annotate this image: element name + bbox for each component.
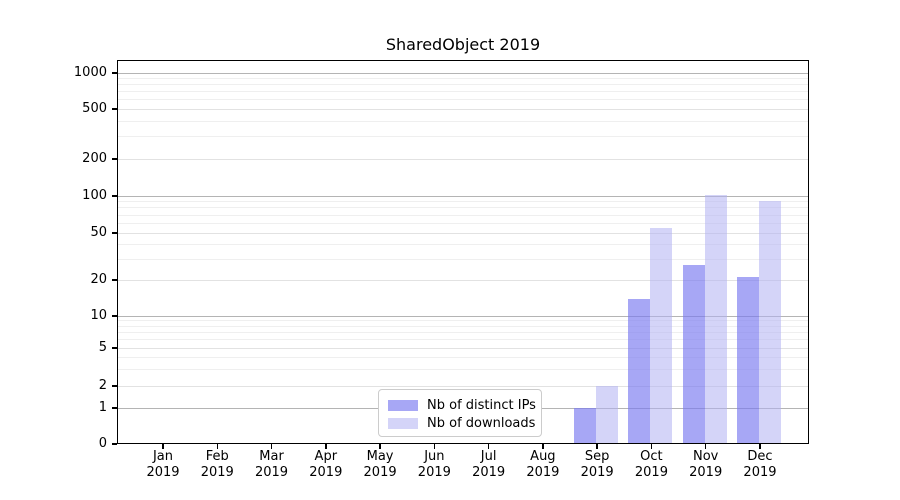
bar-downloads <box>650 227 673 444</box>
minor-gridline <box>118 325 808 327</box>
y-axis-tick-mark <box>112 195 117 197</box>
y-axis-tick-mark <box>112 108 117 110</box>
legend-item-distinct-ips: Nb of distinct IPs <box>388 396 536 414</box>
legend-swatch-downloads <box>388 417 418 429</box>
x-axis-tick-label: Nov 2019 <box>689 449 723 480</box>
minor-gridline <box>118 120 808 122</box>
y-axis-tick-label: 50 <box>90 225 107 240</box>
bar-downloads <box>596 386 619 444</box>
major-gridline <box>118 315 808 317</box>
x-axis-tick-mark <box>487 444 490 449</box>
bar-distinct-ips <box>628 298 651 444</box>
minor-gridline <box>118 77 808 79</box>
minor-gridline <box>118 214 808 216</box>
x-axis-tick-label: May 2019 <box>363 449 397 480</box>
x-axis-tick-label: Aug 2019 <box>526 449 560 480</box>
bar-distinct-ips <box>574 408 597 444</box>
minor-gridline <box>118 99 808 101</box>
x-axis-tick-label: Feb 2019 <box>200 449 234 480</box>
minor-gridline <box>118 207 808 209</box>
plot-area <box>117 60 809 444</box>
minor-gridline <box>118 385 808 387</box>
minor-gridline <box>118 331 808 333</box>
y-axis-tick-mark <box>112 279 117 281</box>
chart-title: SharedObject 2019 <box>385 35 541 54</box>
x-axis-tick-mark <box>162 444 164 449</box>
minor-gridline <box>118 91 808 93</box>
minor-gridline <box>118 84 808 86</box>
x-axis-tick-mark <box>705 444 707 449</box>
y-axis-tick-mark <box>112 347 117 349</box>
minor-gridline <box>118 158 808 160</box>
legend-label-distinct-ips: Nb of distinct IPs <box>427 397 536 413</box>
major-gridline <box>118 72 808 74</box>
y-axis-tick-label: 2 <box>98 378 107 393</box>
x-axis-tick-mark <box>759 444 761 449</box>
minor-gridline <box>118 320 808 322</box>
y-axis-tick-mark <box>112 407 117 409</box>
y-axis-tick-label: 20 <box>90 272 107 287</box>
y-axis-tick-label: 1000 <box>73 65 107 80</box>
bar-distinct-ips <box>736 277 759 444</box>
minor-gridline <box>118 368 808 370</box>
x-axis-tick-label: Apr 2019 <box>309 449 343 480</box>
minor-gridline <box>118 356 808 358</box>
y-axis-tick-label: 5 <box>98 340 107 355</box>
x-axis-tick-mark <box>379 444 381 449</box>
x-axis-tick-mark <box>216 444 218 449</box>
legend: Nb of distinct IPs Nb of downloads <box>378 389 542 437</box>
x-axis-tick-label: Jan 2019 <box>146 449 180 480</box>
bar-downloads <box>704 194 727 444</box>
minor-gridline <box>118 232 808 234</box>
y-axis-tick-label: 1 <box>98 400 107 415</box>
bar-downloads <box>758 201 781 444</box>
x-axis-tick-label: Dec 2019 <box>743 449 777 480</box>
x-axis-tick-mark <box>542 444 544 449</box>
minor-gridline <box>118 136 808 138</box>
minor-gridline <box>118 108 808 110</box>
minor-gridline <box>118 347 808 349</box>
y-axis-tick-mark <box>112 158 117 160</box>
x-axis-tick-label: Jun 2019 <box>417 449 451 480</box>
y-axis-tick-mark <box>112 443 117 445</box>
legend-item-downloads: Nb of downloads <box>388 414 536 432</box>
minor-gridline <box>118 243 808 245</box>
x-axis-tick-mark <box>325 444 327 449</box>
x-axis-tick-label: Jul 2019 <box>472 449 506 480</box>
minor-gridline <box>118 258 808 260</box>
legend-label-downloads: Nb of downloads <box>427 415 536 431</box>
bar-distinct-ips <box>682 264 705 444</box>
minor-gridline <box>118 339 808 341</box>
y-axis-tick-mark <box>112 72 117 74</box>
y-axis-tick-label: 10 <box>90 308 107 323</box>
y-axis-tick-mark <box>112 232 117 234</box>
x-axis-tick-mark <box>596 444 598 449</box>
x-axis-tick-label: Mar 2019 <box>254 449 289 480</box>
y-axis-tick-mark <box>112 385 117 387</box>
minor-gridline <box>118 279 808 281</box>
y-axis-tick-label: 500 <box>82 101 107 116</box>
x-axis-tick-label: Sep 2019 <box>580 449 614 480</box>
y-axis-tick-label: 0 <box>98 436 107 451</box>
y-axis-tick-mark <box>112 315 117 317</box>
major-gridline <box>118 195 808 197</box>
x-axis-tick-label: Oct 2019 <box>634 449 668 480</box>
x-axis-tick-mark <box>270 444 273 449</box>
y-axis-tick-label: 100 <box>82 188 107 203</box>
x-axis-tick-mark <box>433 444 436 449</box>
legend-swatch-distinct-ips <box>388 399 418 411</box>
minor-gridline <box>118 201 808 203</box>
y-axis-tick-label: 200 <box>82 151 107 166</box>
x-axis-tick-mark <box>650 444 653 449</box>
minor-gridline <box>118 222 808 224</box>
